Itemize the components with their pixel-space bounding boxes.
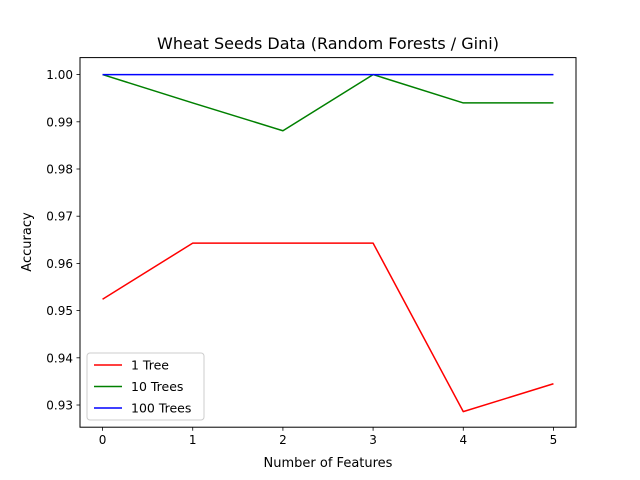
series-line-0 bbox=[102, 242, 554, 413]
series-layer bbox=[102, 73, 554, 413]
legend-label-0: 1 Tree bbox=[131, 358, 169, 373]
y-axis-label: Accuracy bbox=[20, 212, 35, 272]
x-tick-label: 4 bbox=[459, 433, 467, 447]
legend-label-2: 100 Trees bbox=[131, 401, 191, 416]
x-tick-label: 3 bbox=[369, 433, 377, 447]
y-tick-label: 0.95 bbox=[46, 304, 73, 318]
y-tick-label: 0.94 bbox=[46, 351, 73, 365]
x-axis-label: Number of Features bbox=[264, 456, 393, 471]
y-tick-label: 0.98 bbox=[46, 162, 73, 176]
legend-label-1: 10 Trees bbox=[131, 379, 183, 394]
x-tick-label: 2 bbox=[279, 433, 287, 447]
y-tick-label: 0.99 bbox=[46, 115, 73, 129]
x-tick-label: 5 bbox=[550, 433, 558, 447]
y-axis: 0.93 0.94 0.95 0.96 0.97 0.98 0.99 1.00 bbox=[46, 68, 80, 413]
legend: 1 Tree 10 Trees 100 Trees bbox=[86, 352, 205, 421]
chart-title: Wheat Seeds Data (Random Forests / Gini) bbox=[157, 34, 499, 53]
x-tick-label: 1 bbox=[189, 433, 197, 447]
plot-area bbox=[79, 57, 577, 428]
series-line-1 bbox=[102, 73, 554, 132]
legend-box bbox=[86, 352, 205, 421]
plot-frame bbox=[79, 57, 577, 428]
y-tick-label: 0.97 bbox=[46, 210, 73, 224]
x-tick-label: 0 bbox=[99, 433, 107, 447]
y-tick-label: 1.00 bbox=[46, 68, 73, 82]
y-tick-label: 0.93 bbox=[46, 399, 73, 413]
y-tick-label: 0.96 bbox=[46, 257, 73, 271]
x-axis: 0 1 2 3 4 5 bbox=[99, 427, 558, 447]
